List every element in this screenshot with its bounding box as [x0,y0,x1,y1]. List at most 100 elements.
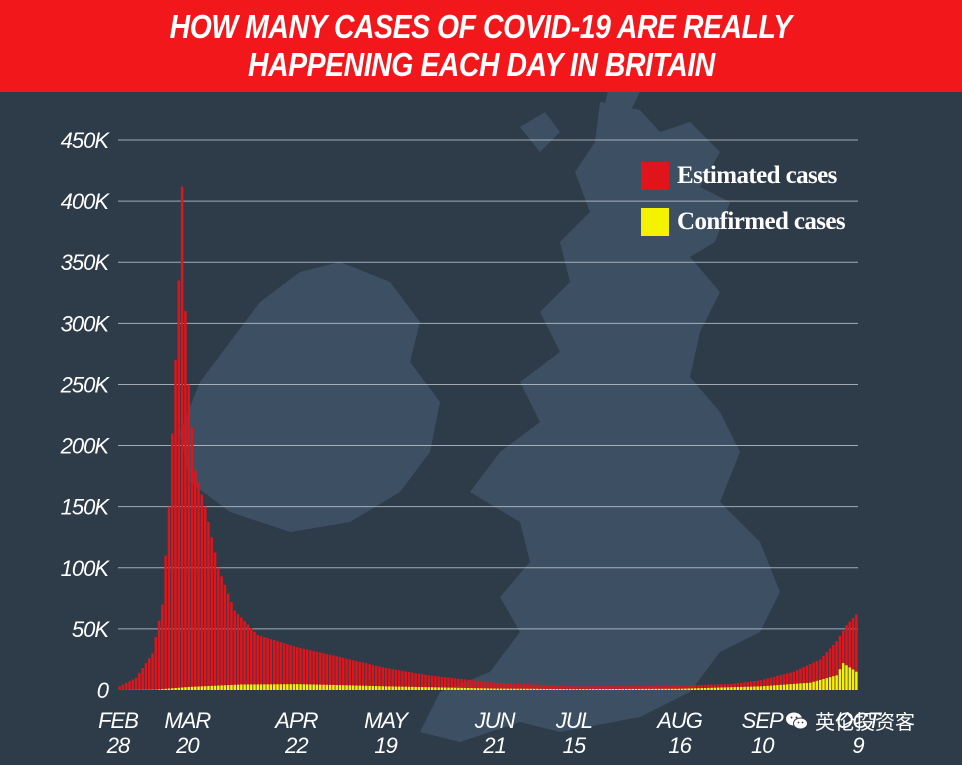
confirmed-bar [184,687,187,690]
estimated-bar [766,678,769,690]
confirmed-bar [286,684,289,690]
confirmed-bar [503,688,506,690]
confirmed-bar [818,679,822,690]
confirmed-bar [713,687,717,690]
confirmed-bar [493,688,496,690]
estimated-bar [519,683,523,690]
confirmed-bar [680,688,684,690]
estimated-bar [460,679,463,690]
estimated-bar [812,662,815,690]
estimated-bar [184,311,187,690]
confirmed-bar [447,687,450,690]
estimated-bar [470,680,473,690]
estimated-bar [661,685,664,690]
confirmed-bar [381,686,384,690]
estimated-bar [532,684,536,690]
estimated-bar [463,679,467,690]
confirmed-bar [851,669,855,690]
y-tick-label: 300K [61,311,111,336]
y-tick-label: 200K [60,434,111,459]
estimated-bar [282,643,286,690]
confirmed-bar [424,687,427,690]
estimated-bar [384,668,388,690]
x-tick-month: OCT [836,708,882,733]
confirmed-bar [703,687,707,690]
confirmed-bar [845,665,848,690]
confirmed-bar [835,675,838,690]
estimated-bar [151,653,154,690]
legend-swatch-estimated [641,162,669,190]
confirmed-bar [805,682,809,690]
confirmed-bar [483,688,486,690]
confirmed-bar [598,689,602,690]
estimated-bar [292,646,296,690]
y-tick-label: 350K [61,250,111,275]
estimated-bar [124,682,128,690]
confirmed-bar [628,688,631,690]
estimated-bar [388,668,391,690]
confirmed-bar [608,689,611,690]
x-tick-day: 19 [374,733,397,758]
estimated-bar [411,672,414,690]
estimated-bar [473,680,477,690]
estimated-bar [427,675,431,690]
estimated-bar [276,641,279,690]
estimated-bar [631,685,634,690]
estimated-bar [572,686,575,690]
estimated-bar [575,686,579,690]
estimated-bar [608,686,611,690]
x-tick-day: 9 [852,733,864,758]
estimated-bar [716,684,720,690]
estimated-bar [332,655,335,690]
confirmed-bar [519,688,523,690]
estimated-bar [776,675,779,690]
estimated-bar [677,685,680,690]
estimated-bar [615,686,618,690]
confirmed-bar [342,685,345,690]
estimated-bar [325,653,329,690]
estimated-bar [769,677,773,690]
estimated-bar [703,684,707,690]
confirmed-bar [809,682,812,690]
confirmed-bar [328,684,332,690]
chart-area: 0 50K 100K 150K 200K 250K 300K 350K 400K 450K FEB… [60,128,884,758]
estimated-bar [802,667,805,690]
estimated-bar [243,621,246,690]
confirmed-bar [476,688,480,690]
confirmed-bar [700,688,704,690]
x-tick-month: SEP [742,708,784,733]
x-tick-month: FEB [98,708,138,733]
estimated-bar [157,620,161,690]
estimated-bar [684,685,687,690]
confirmed-bar [480,688,483,690]
estimated-bar [789,672,792,690]
confirmed-bar [647,688,651,690]
confirmed-bar [384,686,388,690]
estimated-bar [651,685,654,690]
confirmed-bar [292,684,296,690]
confirmed-bar [157,689,161,690]
confirmed-bar [240,684,243,690]
watermark-text: 英伦投资客 [815,710,915,734]
confirmed-bar [226,685,230,690]
confirmed-bar [345,685,348,690]
estimated-bar [536,684,539,690]
confirmed-bar [210,685,213,690]
confirmed-bar [707,687,710,690]
confirmed-bar [338,685,342,690]
confirmed-bar [592,689,595,690]
confirmed-bar [815,680,819,690]
confirmed-bar [772,685,776,690]
confirmed-bar [430,687,434,690]
estimated-bar [131,679,135,690]
confirmed-bar [651,688,654,690]
estimated-bar [509,683,513,690]
estimated-bar [786,673,789,690]
y-tick-label: 250K [60,372,111,397]
estimated-bar [453,678,457,690]
estimated-bar [634,685,638,690]
estimated-bar [740,682,743,690]
confirmed-bar [825,678,828,690]
estimated-bar [516,683,519,690]
estimated-bar [756,680,759,690]
